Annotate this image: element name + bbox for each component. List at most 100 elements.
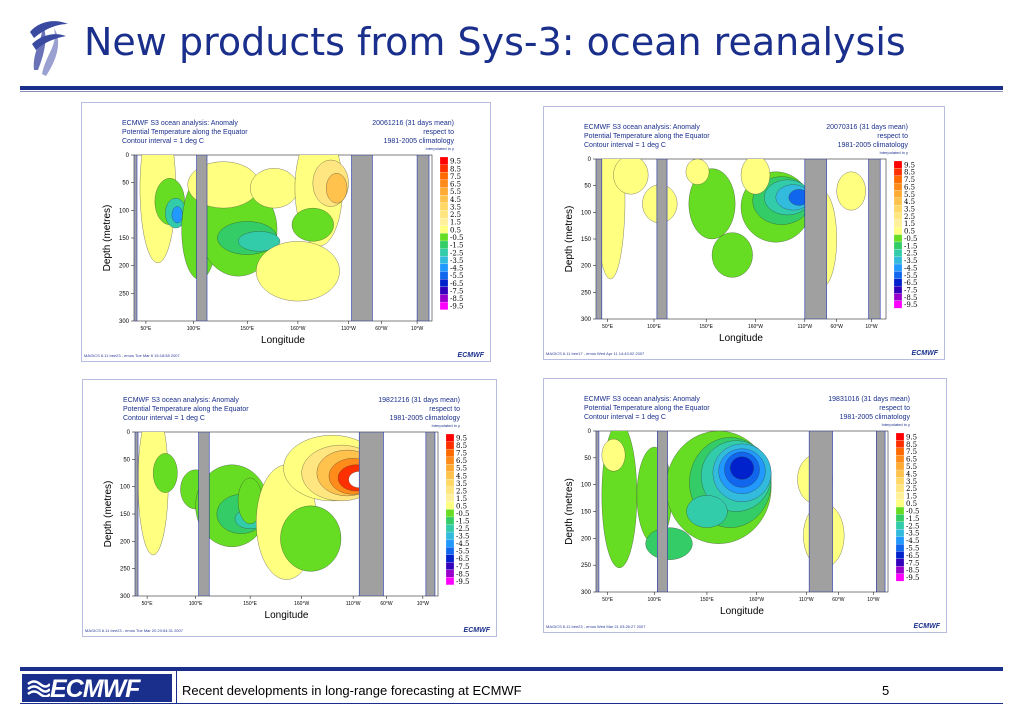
x-tick-label: 150°E: [700, 597, 714, 603]
legend-label: -1.5: [904, 242, 918, 250]
legend-swatch: [439, 279, 449, 287]
ocean-section-panel-2: ECMWF S3 ocean analysis: Anomaly Potentia…: [543, 106, 945, 360]
legend-swatch: [439, 301, 449, 310]
y-tick-label: 150: [120, 512, 131, 518]
panel-brand: ECMWF: [464, 627, 491, 634]
legend-swatch: [893, 182, 903, 191]
header-left-line: Contour interval = 1 deg C: [123, 415, 205, 422]
legend-swatch: [445, 433, 455, 442]
legend-swatch: [445, 562, 455, 570]
legend-label: -1.5: [906, 515, 920, 523]
header-right-line: 1981-2005 climatology: [383, 138, 454, 145]
anomaly-contour: [291, 207, 334, 242]
header-right-line: 19821216 (31 days mean): [378, 397, 460, 404]
legend-label: -4.5: [904, 264, 918, 272]
legend-swatch: [895, 558, 905, 567]
x-tick-label: 100°E: [189, 601, 203, 607]
legend-label: 0.5: [456, 502, 467, 510]
legend-swatch: [445, 547, 455, 555]
legend-swatch: [893, 241, 903, 250]
legend-swatch: [445, 524, 455, 533]
y-tick-label: 0: [588, 157, 592, 163]
section-plot: 0 50 100 150 200 250 300 50°E 100°E 150°E 160°W 110…: [103, 430, 491, 634]
legend-swatch: [439, 233, 449, 242]
panel-brand: ECMWF: [914, 623, 941, 630]
footer-text: Recent developments in long-range foreca…: [182, 683, 522, 698]
legend-label: 3.5: [906, 478, 917, 486]
legend-swatch: [439, 164, 449, 173]
header-left-line: Potential Temperature along the Equator: [584, 133, 710, 140]
page-number: 5: [882, 683, 890, 698]
header-left-line: Contour interval = 1 deg C: [122, 138, 204, 145]
x-tick-label: 60°W: [831, 324, 844, 330]
footer-rule: [20, 667, 1003, 671]
legend-swatch: [445, 494, 455, 502]
header-right-line: 1981-2005 climatology: [389, 415, 460, 422]
legend-label: 6.5: [904, 183, 915, 191]
legend-label: -1.5: [456, 518, 470, 526]
legend-swatch: [895, 536, 905, 545]
x-tick-label: 110°W: [341, 326, 356, 332]
header-right-line: respect to: [423, 129, 454, 136]
x-tick-label: 60°W: [375, 326, 388, 332]
legend-swatch: [895, 566, 905, 574]
legend-swatch: [445, 516, 455, 525]
legend-label: -6.5: [450, 280, 464, 288]
legend-label: 2.5: [450, 211, 461, 219]
legend-swatch: [439, 172, 449, 181]
legend-label: -7.5: [456, 563, 470, 571]
legend-swatch: [895, 455, 905, 463]
y-tick-label: 0: [588, 429, 592, 435]
legend-swatch: [445, 554, 455, 563]
legend-swatch: [439, 179, 449, 188]
legend-swatch: [439, 195, 449, 203]
y-tick-label: 200: [581, 264, 592, 270]
x-tick-label: 50°E: [602, 324, 614, 330]
x-tick-label: 100°E: [648, 597, 662, 603]
legend-label: -3.5: [904, 257, 918, 265]
credit-line: MAGICS 6.11 bee23 - emos Wed Mar 21 03:2…: [546, 624, 646, 629]
x-tick-label: 10°W: [865, 324, 878, 330]
header-left-line: ECMWF S3 ocean analysis: Anomaly: [584, 396, 700, 403]
legend-swatch: [893, 234, 903, 243]
ocean-section-panel-1: ECMWF S3 ocean analysis: Anomaly Potentia…: [81, 102, 491, 362]
panel-brand: ECMWF: [912, 350, 939, 357]
legend-swatch: [895, 573, 905, 582]
credit-line: MAGICS 6.11 bee23 - emos Tue Mar 20 23:5…: [85, 628, 183, 633]
legend-swatch: [445, 479, 455, 487]
footer-divider: [176, 671, 177, 703]
x-tick-label: 160°W: [749, 597, 764, 603]
header-right-line: respect to: [879, 405, 910, 412]
legend-swatch: [439, 210, 449, 219]
legend-swatch: [893, 227, 903, 235]
y-axis-label: Depth (metres): [102, 205, 113, 272]
legend-label: 4.5: [456, 472, 467, 480]
y-tick-label: 300: [581, 317, 592, 323]
header-right-line: 20070316 (31 days mean): [826, 124, 908, 131]
y-tick-label: 50: [122, 181, 129, 187]
legend-label: -9.5: [906, 574, 920, 582]
header-right-line: 1981-2005 climatology: [839, 414, 910, 421]
interp-note: Interpolated in y: [425, 146, 454, 151]
legend-label: 4.5: [450, 196, 461, 204]
anomaly-contour: [601, 438, 626, 472]
y-tick-label: 100: [581, 210, 592, 216]
y-tick-label: 0: [126, 153, 130, 159]
x-tick-label: 160°W: [290, 326, 305, 332]
legend-swatch: [895, 447, 905, 456]
ocean-section-panel-4: ECMWF S3 ocean analysis: Anomaly Potentia…: [543, 378, 947, 633]
legend-swatch: [439, 286, 449, 295]
land-mask: [358, 432, 384, 596]
legend-label: 7.5: [904, 176, 915, 184]
legend-swatch: [893, 263, 903, 272]
legend-swatch: [445, 471, 455, 480]
x-axis-label: Longitude: [720, 606, 764, 617]
legend-swatch: [893, 160, 903, 169]
title-rule-thin: [20, 91, 1003, 92]
y-tick-label: 250: [581, 563, 592, 569]
legend-swatch: [893, 271, 903, 279]
legend-swatch: [445, 539, 455, 548]
legend-label: 2.5: [906, 485, 917, 493]
x-tick-label: 150°E: [240, 326, 254, 332]
legend-swatch: [893, 293, 903, 301]
